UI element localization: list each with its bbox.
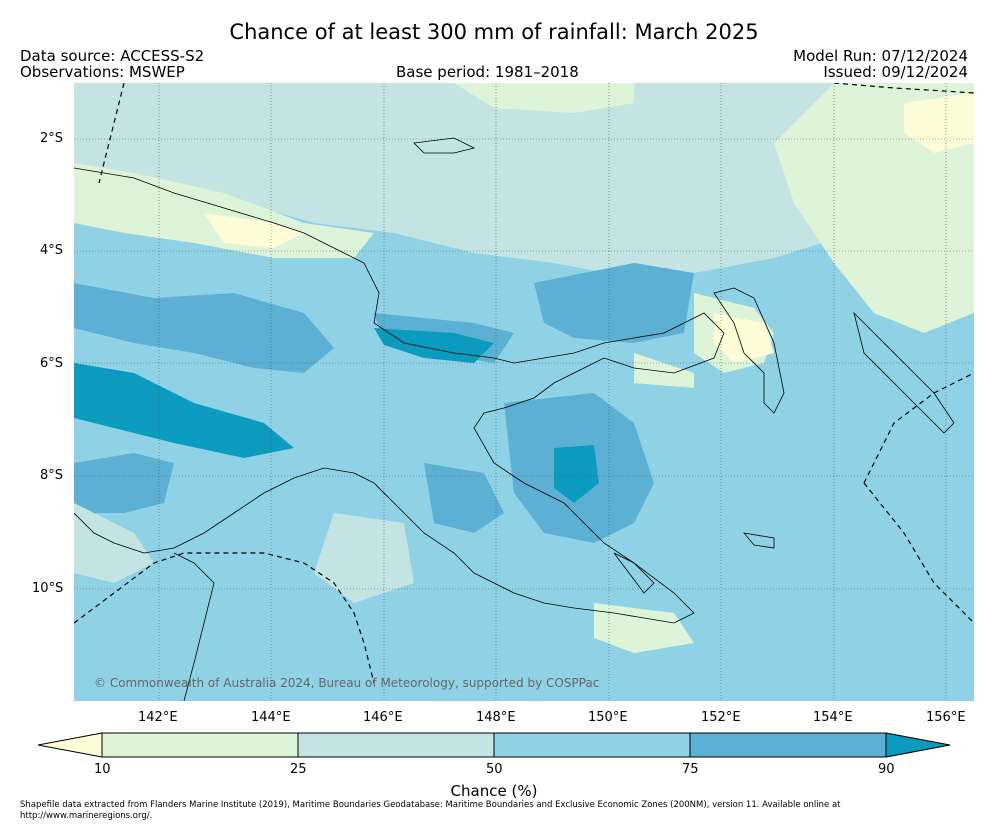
- lon-label-150e: 150°E: [588, 710, 628, 725]
- data-source-label: Data source: ACCESS-S2: [20, 47, 205, 65]
- lon-label-156e: 156°E: [926, 710, 966, 725]
- new-guinea-coast: [74, 167, 725, 624]
- boundary-solomons: [863, 372, 974, 484]
- east-light-patch: [634, 353, 694, 388]
- south-very-high-zone: [554, 445, 599, 503]
- lat-label-4s: 4°S: [40, 243, 64, 258]
- southwest-high-zone: [424, 463, 504, 533]
- colorbar-segment-50-75: [493, 732, 691, 758]
- colorbar-under-arrow: [38, 732, 103, 758]
- colorbar-tick-75: 75: [682, 762, 699, 777]
- north-light-patch: [454, 83, 634, 113]
- lon-label-142e: 142°E: [138, 710, 178, 725]
- model-run-label: Model Run: 07/12/2024: [793, 47, 968, 65]
- boundary-torres-strait: [74, 552, 375, 684]
- base-period-label: Base period: 1981–2018: [396, 63, 579, 81]
- dentrecasteaux-coast: [613, 552, 655, 594]
- coastlines: [74, 137, 955, 701]
- bougainville-coast: [853, 311, 955, 434]
- colorbar: [38, 732, 951, 758]
- southwest-low-zone: [314, 513, 414, 603]
- lat-label-8s: 8°S: [40, 468, 64, 483]
- colorbar-tick-10: 10: [94, 762, 111, 777]
- colorbar-tick-90: 90: [878, 762, 895, 777]
- colorbar-tick-25: 25: [290, 762, 307, 777]
- copyright-text: © Commonwealth of Australia 2024, Bureau…: [94, 676, 599, 690]
- lon-label-152e: 152°E: [701, 710, 741, 725]
- boundary-northeast: [833, 83, 974, 94]
- east-very-low-patch: [714, 313, 774, 363]
- boundary-northwest: [98, 83, 125, 184]
- issued-label: Issued: 09/12/2024: [823, 63, 968, 81]
- colorbar-label: Chance (%): [450, 782, 538, 800]
- lon-label-148e: 148°E: [476, 710, 516, 725]
- lat-label-2s: 2°S: [40, 131, 64, 146]
- southeast-light-zone: [594, 603, 694, 653]
- lat-label-10s: 10°S: [32, 581, 64, 596]
- cape-york-coast: [173, 552, 215, 701]
- lon-label-146e: 146°E: [363, 710, 403, 725]
- west-very-high-zone: [74, 363, 294, 458]
- manus-coast: [413, 137, 476, 154]
- maritime-boundaries: [74, 83, 974, 684]
- map-title: Chance of at least 300 mm of rainfall: M…: [229, 20, 759, 44]
- northeast-very-low-zone: [904, 93, 974, 153]
- colorbar-tick-50: 50: [486, 762, 503, 777]
- lon-label-144e: 144°E: [251, 710, 291, 725]
- gulf-high-zone: [74, 453, 174, 513]
- colorbar-segment-10-25: [101, 732, 299, 758]
- lat-label-6s: 6°S: [40, 356, 64, 371]
- woodlark-coast: [743, 532, 775, 549]
- rainfall-map: © Commonwealth of Australia 2024, Bureau…: [74, 83, 974, 701]
- colorbar-segment-75-90: [689, 732, 887, 758]
- northern-low-zone: [74, 83, 974, 278]
- north-high-zone: [534, 263, 694, 343]
- boundary-southeast: [863, 482, 974, 624]
- colorbar-over-arrow: [885, 732, 951, 758]
- footer-attribution: Shapefile data extracted from Flanders M…: [20, 800, 841, 821]
- graticule: [74, 83, 974, 701]
- colorbar-segment-25-50: [297, 732, 495, 758]
- west-high-zone: [74, 283, 334, 373]
- observations-label: Observations: MSWEP: [20, 63, 185, 81]
- lon-label-154e: 154°E: [813, 710, 853, 725]
- new-ireland-coast: [713, 287, 785, 414]
- coast-very-low-patch: [204, 213, 304, 248]
